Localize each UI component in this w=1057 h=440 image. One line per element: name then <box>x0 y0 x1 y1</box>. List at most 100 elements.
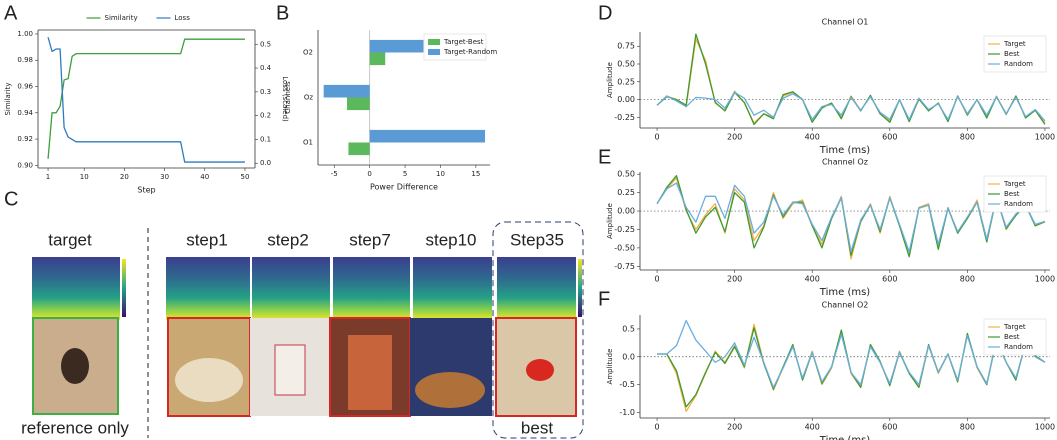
caption: best <box>521 418 553 437</box>
series-line <box>47 36 245 163</box>
x-tick-label: 1000 <box>1035 423 1055 432</box>
y-tick-label: 0.50 <box>617 60 635 69</box>
x-tick-label: 200 <box>727 423 742 432</box>
y2-axis-label: Loss (scaled) <box>281 76 289 122</box>
spectrogram <box>413 257 492 320</box>
chart-title: Channel O2 <box>822 301 869 310</box>
y-tick-label: 0.0 <box>622 352 635 361</box>
legend-label: Best <box>1004 50 1020 58</box>
spectrogram <box>32 257 120 320</box>
x-tick-label: 5 <box>403 170 407 178</box>
spectrograms <box>32 257 582 320</box>
column-label: step2 <box>267 230 309 249</box>
y-tick-label: 0.96 <box>17 83 33 91</box>
x-tick-label: 400 <box>805 133 820 142</box>
bar <box>369 39 424 53</box>
y-axis-label: Similarity <box>4 82 12 115</box>
y-axis-label: Amplitude <box>606 349 614 385</box>
x-tick-label: 1 <box>46 173 50 181</box>
y-tick-label: 0.5 <box>622 324 635 333</box>
spectrogram <box>252 257 330 320</box>
x-tick-label: 40 <box>200 173 209 181</box>
panel-letter: C <box>4 188 18 210</box>
image-detail <box>274 344 306 396</box>
panel-letter: D <box>598 2 612 24</box>
y2-tick-label: 0.0 <box>260 159 271 167</box>
legend-label: Target <box>1003 40 1026 48</box>
y-tick-label: 1.00 <box>17 30 33 38</box>
image-detail <box>415 372 485 408</box>
x-tick-label: 50 <box>240 173 249 181</box>
column-label: step10 <box>425 230 476 249</box>
y-tick-label: -0.5 <box>619 380 635 389</box>
panel-letter: A <box>4 2 18 24</box>
x-tick-label: 15 <box>471 170 480 178</box>
y-tick-label: -0.25 <box>614 225 635 234</box>
y-tick-label: 0.50 <box>617 170 635 179</box>
y-tick-label: O1 <box>303 139 313 147</box>
x-tick-label: 0 <box>655 275 660 284</box>
legend-label: Target <box>1003 180 1026 188</box>
legend-label: Best <box>1004 190 1020 198</box>
ladybug-icon <box>526 359 554 381</box>
y2-tick-label: 0.1 <box>260 135 271 143</box>
chart-title: Channel Oz <box>822 158 868 167</box>
x-tick-label: 400 <box>805 275 820 284</box>
caption: reference only <box>21 418 129 437</box>
images <box>32 317 577 417</box>
tick-icon <box>61 348 89 384</box>
legend-label: Random <box>1004 343 1033 351</box>
y-tick-label: 0.94 <box>17 109 33 117</box>
y-tick-label: -1.0 <box>619 408 635 417</box>
colorbar <box>122 259 126 317</box>
legend-swatch <box>428 39 440 45</box>
y-tick-label: 0.92 <box>17 135 33 143</box>
x-tick-label: 10 <box>80 173 89 181</box>
x-tick-label: 0 <box>655 423 660 432</box>
panel-letter: E <box>598 146 611 168</box>
legend-label: Target-Random <box>443 48 497 56</box>
y-axis-label: Amplitude <box>606 203 614 239</box>
bar <box>323 84 370 98</box>
y-tick-label: 0.00 <box>617 95 635 104</box>
series-line <box>656 91 1046 122</box>
x-tick-label: 0 <box>367 170 371 178</box>
legend-box <box>983 175 1047 213</box>
column-label: step1 <box>186 230 228 249</box>
x-tick-label: 600 <box>882 133 897 142</box>
column-label: step7 <box>349 230 391 249</box>
panel-letter: F <box>598 288 610 310</box>
legend-label: Similarity <box>105 14 138 22</box>
bar <box>347 97 370 111</box>
y2-tick-label: 0.3 <box>260 88 271 96</box>
x-axis-label: Power Difference <box>370 183 438 192</box>
x-tick-label: 800 <box>960 275 975 284</box>
x-tick-label: 0 <box>655 133 660 142</box>
series-line <box>656 182 1046 253</box>
legend-label: Best <box>1004 333 1020 341</box>
highlight-box <box>492 221 584 439</box>
legend-label: Target <box>1003 323 1026 331</box>
legend-label: Loss <box>175 14 191 22</box>
spectrogram <box>497 257 576 320</box>
x-tick-label: 200 <box>727 275 742 284</box>
x-tick-label: 1000 <box>1035 133 1055 142</box>
y2-tick-label: 0.2 <box>260 112 271 120</box>
x-tick-label: 20 <box>120 173 129 181</box>
y-tick-label: -0.75 <box>614 262 635 271</box>
image-detail <box>175 358 243 402</box>
colorbar <box>578 259 582 317</box>
legend-label: Random <box>1004 200 1033 208</box>
chart-title: Channel O1 <box>822 18 869 27</box>
y-tick-label: -0.50 <box>614 243 635 252</box>
y-tick-label: Oz <box>304 94 314 102</box>
legend-swatch <box>428 49 440 55</box>
x-tick-label: 200 <box>727 133 742 142</box>
y-tick-label: 0.25 <box>617 77 635 86</box>
bar <box>369 129 486 143</box>
x-tick-label: 1000 <box>1035 275 1055 284</box>
y-tick-label: 0.00 <box>617 207 635 216</box>
x-tick-label: 600 <box>882 423 897 432</box>
x-tick-label: 800 <box>960 423 975 432</box>
